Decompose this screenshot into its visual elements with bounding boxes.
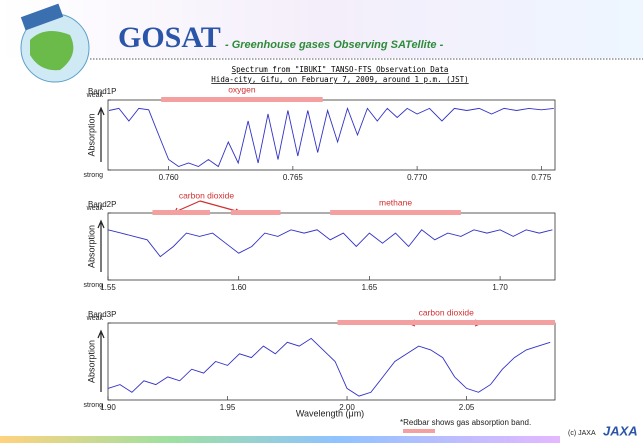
gas-band: [330, 210, 461, 215]
x-tick-label: 2.00: [339, 403, 355, 412]
footnote-swatch: [403, 429, 435, 433]
panel-title: Band2P: [88, 200, 116, 209]
panel-title: Band1P: [88, 87, 116, 96]
gas-label: methane: [379, 197, 412, 207]
y-axis-arrow: [97, 329, 105, 392]
x-axis-label: Wavelength (μm): [296, 408, 364, 418]
logo-emblem: [20, 3, 90, 83]
logo: JAXA: [603, 423, 638, 438]
footer-strip: [0, 436, 560, 443]
y-tick-label: strong: [84, 172, 104, 179]
plot-frame: [107, 99, 556, 171]
gas-label: oxygen: [228, 84, 256, 94]
gas-label: carbon dioxide: [179, 190, 235, 200]
spectrum-line: [108, 106, 554, 168]
gas-band: [161, 97, 323, 102]
credit: (c) JAXA: [568, 430, 596, 437]
plot-frame: [107, 322, 556, 401]
spectrum-line: [107, 229, 553, 258]
gas-band: [152, 210, 210, 215]
plot-frame: [107, 212, 556, 281]
y-axis-label: Absorption: [86, 225, 96, 268]
y-tick-label: weak: [86, 92, 104, 99]
y-tick-label: weak: [86, 315, 104, 322]
x-tick-label: 1.65: [362, 283, 378, 292]
spectrum-line: [107, 337, 551, 397]
footnote: *Redbar shows gas absorption band.: [400, 418, 531, 427]
y-tick-label: strong: [84, 282, 104, 289]
x-tick-label: 0.770: [407, 173, 428, 182]
x-tick-label: 0.775: [531, 173, 552, 182]
header-subtitle: - Greenhouse gases Observing SATellite -: [225, 39, 444, 51]
x-tick-label: 1.90: [100, 403, 116, 412]
gas-band: [337, 320, 555, 325]
header-bg: [0, 0, 643, 58]
y-axis-label: Absorption: [86, 113, 96, 156]
y-tick-label: weak: [86, 205, 104, 212]
x-tick-label: 1.55: [100, 283, 116, 292]
gas-label: carbon dioxide: [419, 307, 475, 317]
x-tick-label: 1.60: [231, 283, 247, 292]
y-axis-arrow: [97, 219, 105, 272]
panel-title: Band3P: [88, 310, 116, 319]
x-tick-label: 0.765: [283, 173, 304, 182]
y-tick-label: strong: [84, 402, 104, 409]
figure-title: Spectrum from "IBUKI" TANSO-FTS Observat…: [232, 65, 449, 74]
gas-band: [230, 210, 281, 215]
x-tick-label: 1.70: [492, 283, 508, 292]
y-axis-arrow: [97, 106, 105, 162]
x-tick-label: 1.95: [220, 403, 236, 412]
x-tick-label: 2.05: [459, 403, 475, 412]
figure-title: Hida-city, Gifu, on February 7, 2009, ar…: [211, 75, 468, 84]
y-axis-label: Absorption: [86, 340, 96, 383]
x-tick-label: 0.760: [159, 173, 180, 182]
header-title: GOSAT: [118, 21, 221, 54]
